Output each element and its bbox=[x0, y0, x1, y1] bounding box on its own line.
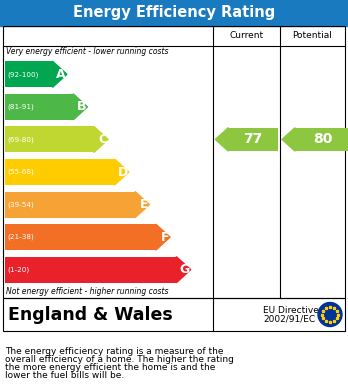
Text: 2002/91/EC: 2002/91/EC bbox=[263, 315, 316, 324]
Text: F: F bbox=[160, 231, 169, 244]
Polygon shape bbox=[73, 94, 88, 120]
Polygon shape bbox=[282, 128, 295, 151]
Text: Potential: Potential bbox=[293, 32, 332, 41]
Text: The energy efficiency rating is a measure of the: The energy efficiency rating is a measur… bbox=[5, 347, 223, 356]
Text: (1-20): (1-20) bbox=[7, 266, 29, 273]
Text: (39-54): (39-54) bbox=[7, 201, 34, 208]
Bar bbox=[5, 192, 135, 218]
Text: (81-91): (81-91) bbox=[7, 104, 34, 110]
Bar bbox=[295, 128, 348, 151]
Text: EU Directive: EU Directive bbox=[263, 306, 319, 315]
Bar bbox=[5, 224, 156, 250]
Text: G: G bbox=[180, 263, 190, 276]
Bar bbox=[5, 256, 176, 283]
Text: Energy Efficiency Rating: Energy Efficiency Rating bbox=[73, 5, 275, 20]
Polygon shape bbox=[156, 224, 170, 250]
Polygon shape bbox=[135, 192, 149, 218]
Text: 80: 80 bbox=[313, 133, 333, 146]
Text: 77: 77 bbox=[244, 133, 263, 146]
Text: (92-100): (92-100) bbox=[7, 71, 38, 77]
Text: overall efficiency of a home. The higher the rating: overall efficiency of a home. The higher… bbox=[5, 355, 234, 364]
Text: the more energy efficient the home is and the: the more energy efficient the home is an… bbox=[5, 363, 215, 372]
Text: (55-68): (55-68) bbox=[7, 169, 34, 175]
Polygon shape bbox=[94, 126, 108, 152]
Text: Very energy efficient - lower running costs: Very energy efficient - lower running co… bbox=[6, 47, 168, 57]
Polygon shape bbox=[176, 256, 191, 283]
Text: B: B bbox=[77, 100, 87, 113]
Text: C: C bbox=[98, 133, 107, 146]
Polygon shape bbox=[114, 159, 129, 185]
Polygon shape bbox=[215, 128, 228, 151]
Bar bbox=[5, 94, 73, 120]
Text: England & Wales: England & Wales bbox=[8, 305, 173, 323]
Text: (69-80): (69-80) bbox=[7, 136, 34, 143]
Bar bbox=[228, 128, 278, 151]
Bar bbox=[3, 26, 345, 298]
Bar bbox=[5, 159, 114, 185]
Text: D: D bbox=[118, 165, 128, 179]
Bar bbox=[5, 61, 53, 87]
Circle shape bbox=[318, 303, 342, 326]
Bar bbox=[0, 0, 348, 26]
Text: lower the fuel bills will be.: lower the fuel bills will be. bbox=[5, 371, 124, 380]
Text: E: E bbox=[140, 198, 149, 211]
Text: Not energy efficient - higher running costs: Not energy efficient - higher running co… bbox=[6, 287, 168, 296]
Bar bbox=[5, 126, 94, 152]
Text: Current: Current bbox=[230, 32, 264, 41]
Bar bbox=[3, 298, 345, 331]
Polygon shape bbox=[53, 61, 67, 87]
Text: A: A bbox=[56, 68, 66, 81]
Text: (21-38): (21-38) bbox=[7, 234, 34, 240]
